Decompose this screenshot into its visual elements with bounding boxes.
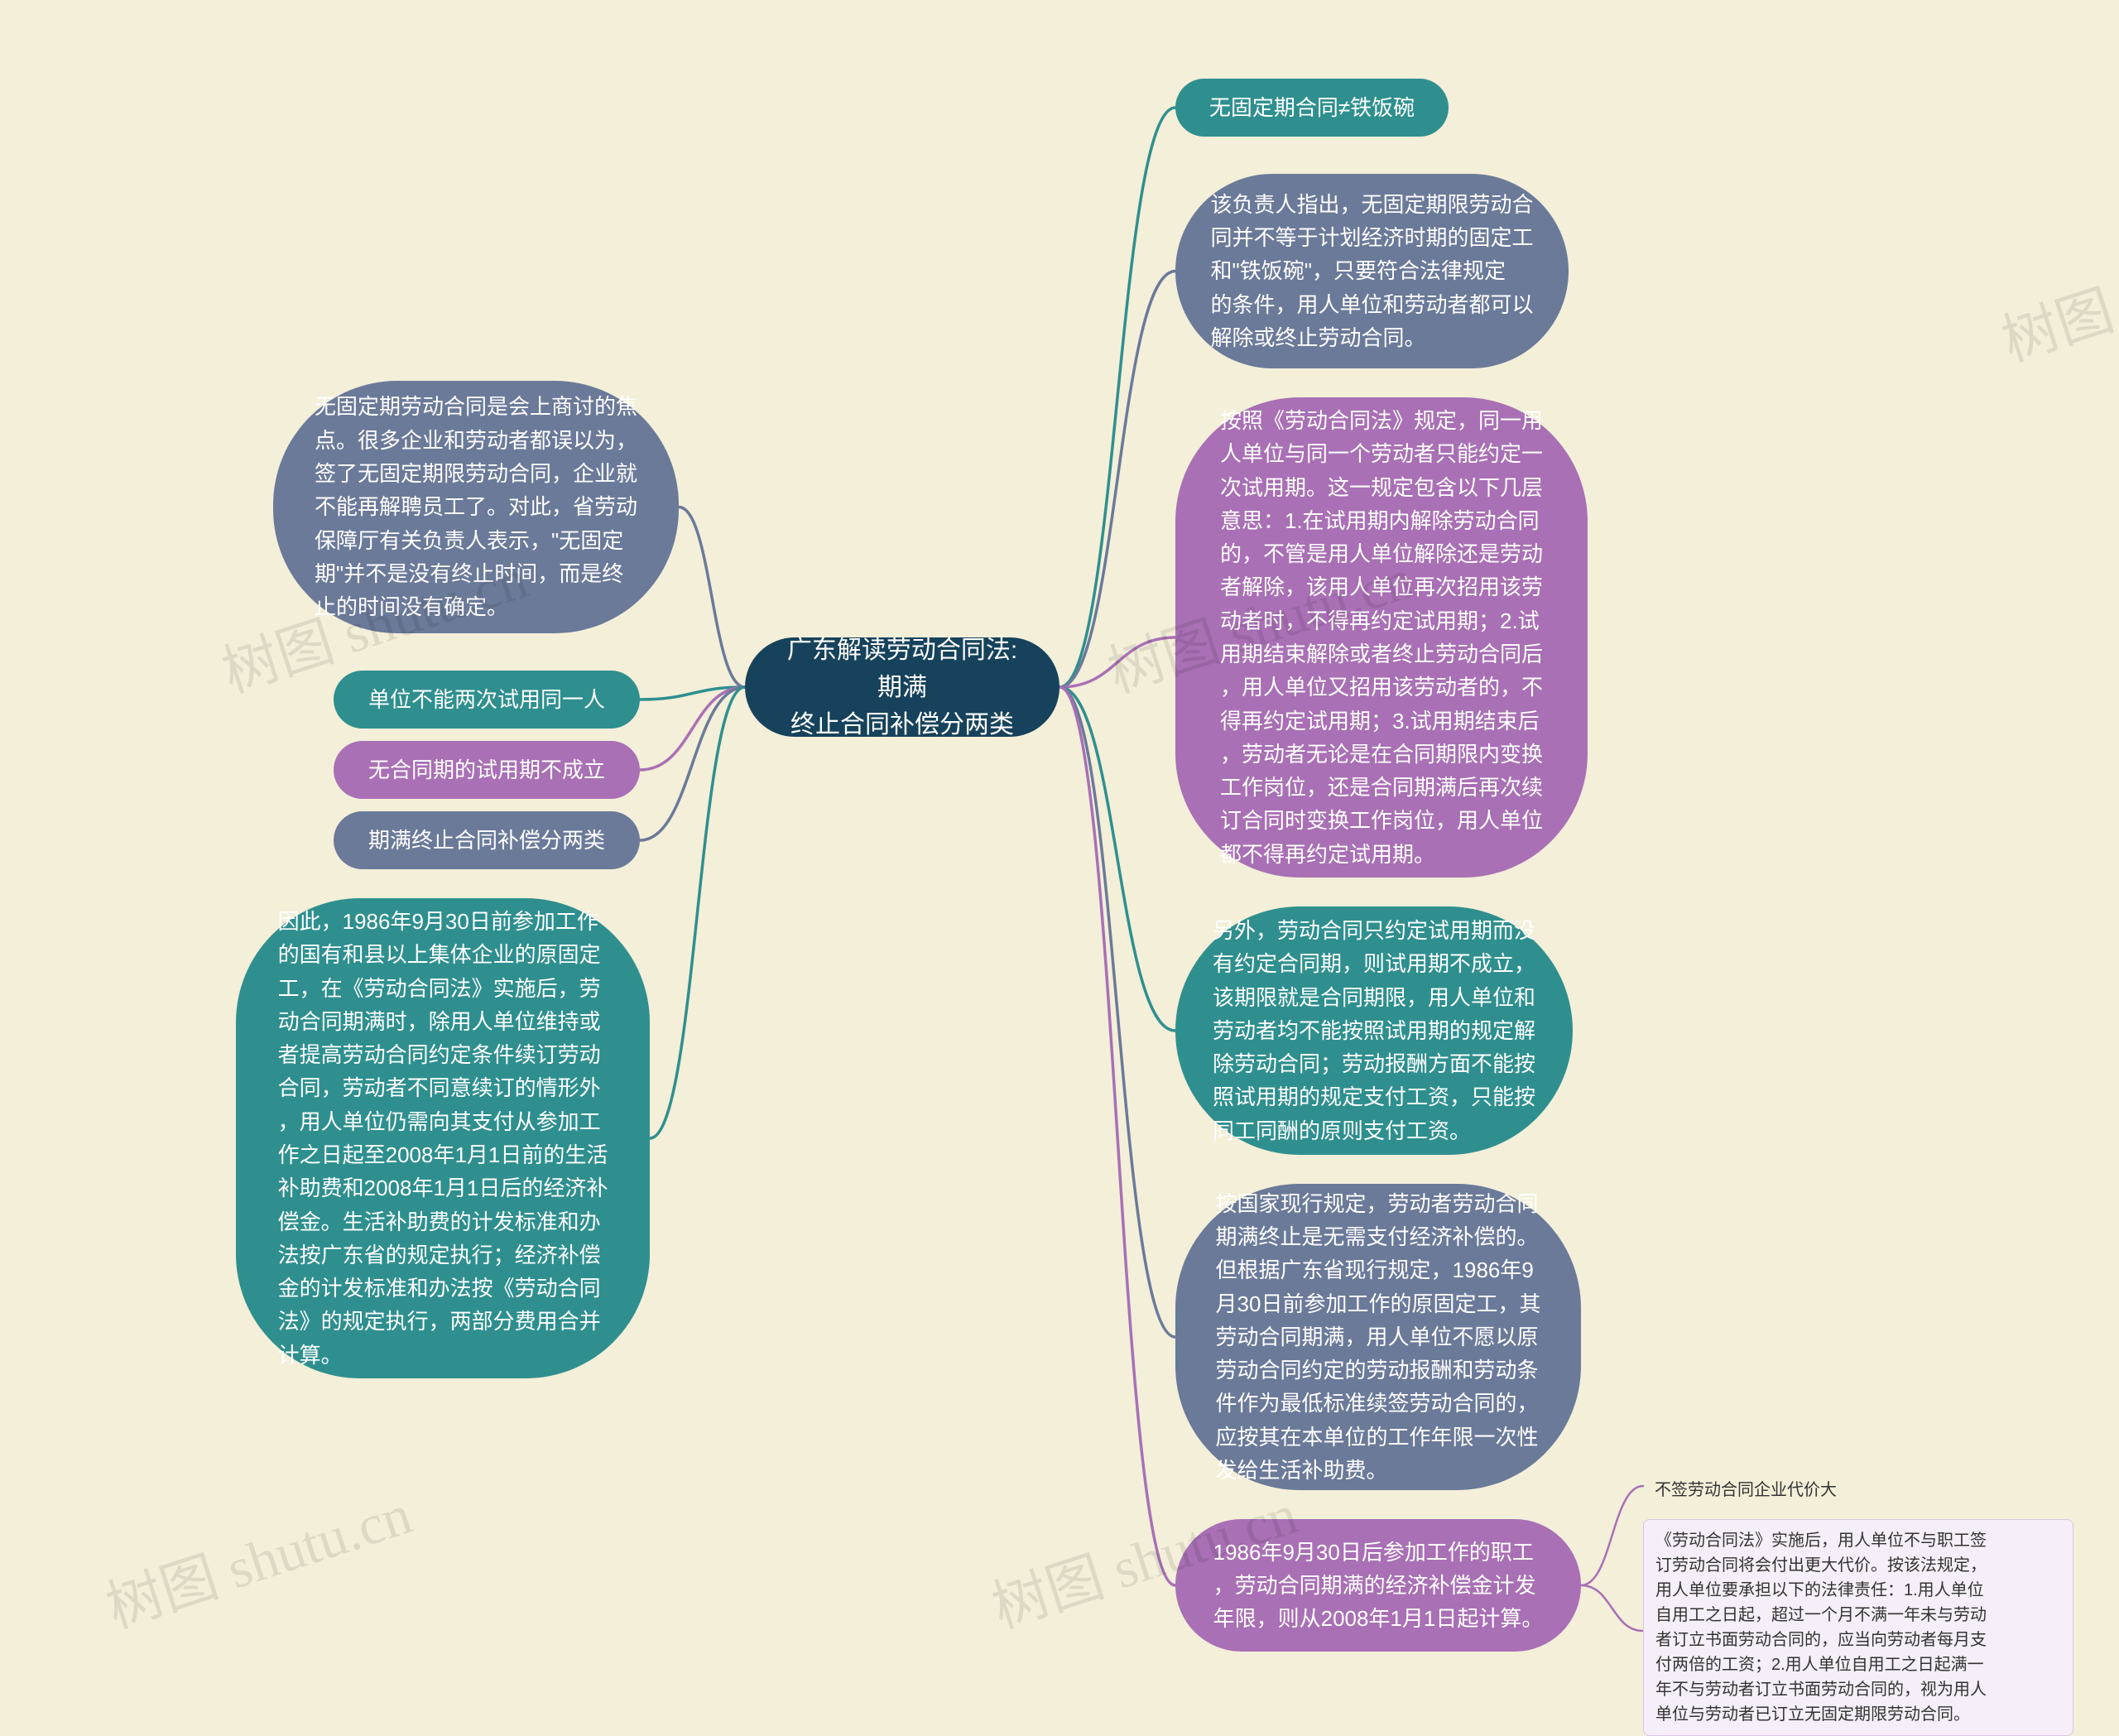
- branch-node[interactable]: 1986年9月30日后参加工作的职工 ，劳动合同期满的经济补偿金计发 年限，则从…: [1175, 1519, 1581, 1652]
- branch-node[interactable]: 因此，1986年9月30日前参加工作 的国有和县以上集体企业的原固定 工，在《劳…: [236, 898, 650, 1378]
- branch-node-label: 期满终止合同补偿分两类: [368, 824, 605, 857]
- branch-node[interactable]: 单位不能两次试用同一人: [334, 671, 640, 729]
- mindmap-canvas: 广东解读劳动合同法:期满 终止合同补偿分两类 无固定期合同≠铁饭碗该负责人指出，无…: [0, 0, 2119, 1642]
- watermark: 树图 shutu.cn: [94, 1468, 420, 1643]
- center-node[interactable]: 广东解读劳动合同法:期满 终止合同补偿分两类: [745, 637, 1060, 737]
- branch-node[interactable]: 该负责人指出，无固定期限劳动合 同并不等于计划经济时期的固定工 和"铁饭碗"，只…: [1175, 174, 1569, 368]
- leaf-node-label: 《劳动合同法》实施后，用人单位不与职工签 订劳动合同将会付出更大代价。按该法规定…: [1655, 1532, 1987, 1724]
- branch-node-label: 因此，1986年9月30日前参加工作 的国有和县以上集体企业的原固定 工，在《劳…: [278, 905, 608, 1372]
- branch-node[interactable]: 按国家现行规定，劳动者劳动合同 期满终止是无需支付经济补偿的。 但根据广东省现行…: [1175, 1184, 1581, 1490]
- branch-node[interactable]: 另外，劳动合同只约定试用期而没 有约定合同期，则试用期不成立， 该期限就是合同期…: [1175, 906, 1573, 1155]
- leaf-node-label: 不签劳动合同企业代价大: [1655, 1481, 1837, 1499]
- branch-node[interactable]: 无固定期劳动合同是会上商讨的焦 点。很多企业和劳动者都误以为， 签了无固定期限劳…: [273, 381, 679, 633]
- branch-node-label: 该负责人指出，无固定期限劳动合 同并不等于计划经济时期的固定工 和"铁饭碗"，只…: [1210, 188, 1533, 354]
- branch-node-label: 按国家现行规定，劳动者劳动合同 期满终止是无需支付经济补偿的。 但根据广东省现行…: [1216, 1187, 1541, 1488]
- branch-node-label: 1986年9月30日后参加工作的职工 ，劳动合同期满的经济补偿金计发 年限，则从…: [1213, 1536, 1544, 1636]
- leaf-node[interactable]: 不签劳动合同企业代价大: [1643, 1469, 1891, 1511]
- center-node-label: 广东解读劳动合同法:期满 终止合同补偿分两类: [775, 632, 1030, 743]
- branch-node[interactable]: 无固定期合同≠铁饭碗: [1175, 79, 1449, 137]
- branch-node[interactable]: 按照《劳动合同法》规定，同一用 人单位与同一个劳动者只能约定一 次试用期。这一规…: [1175, 397, 1588, 878]
- branch-node-label: 按照《劳动合同法》规定，同一用 人单位与同一个劳动者只能约定一 次试用期。这一规…: [1220, 404, 1543, 871]
- branch-node-label: 无固定期合同≠铁饭碗: [1209, 91, 1415, 124]
- branch-node-label: 单位不能两次试用同一人: [368, 683, 605, 716]
- branch-node-label: 无固定期劳动合同是会上商讨的焦 点。很多企业和劳动者都误以为， 签了无固定期限劳…: [315, 390, 637, 623]
- watermark: 树图 shutu.cn: [1990, 201, 2119, 377]
- edge-layer: [0, 0, 2119, 1642]
- branch-node[interactable]: 期满终止合同补偿分两类: [334, 811, 640, 869]
- leaf-node[interactable]: 《劳动合同法》实施后，用人单位不与职工签 订劳动合同将会付出更大代价。按该法规定…: [1643, 1519, 2073, 1736]
- branch-node-label: 无合同期的试用期不成立: [368, 753, 605, 786]
- branch-node[interactable]: 无合同期的试用期不成立: [334, 741, 640, 799]
- branch-node-label: 另外，劳动合同只约定试用期而没 有约定合同期，则试用期不成立， 该期限就是合同期…: [1213, 914, 1535, 1147]
